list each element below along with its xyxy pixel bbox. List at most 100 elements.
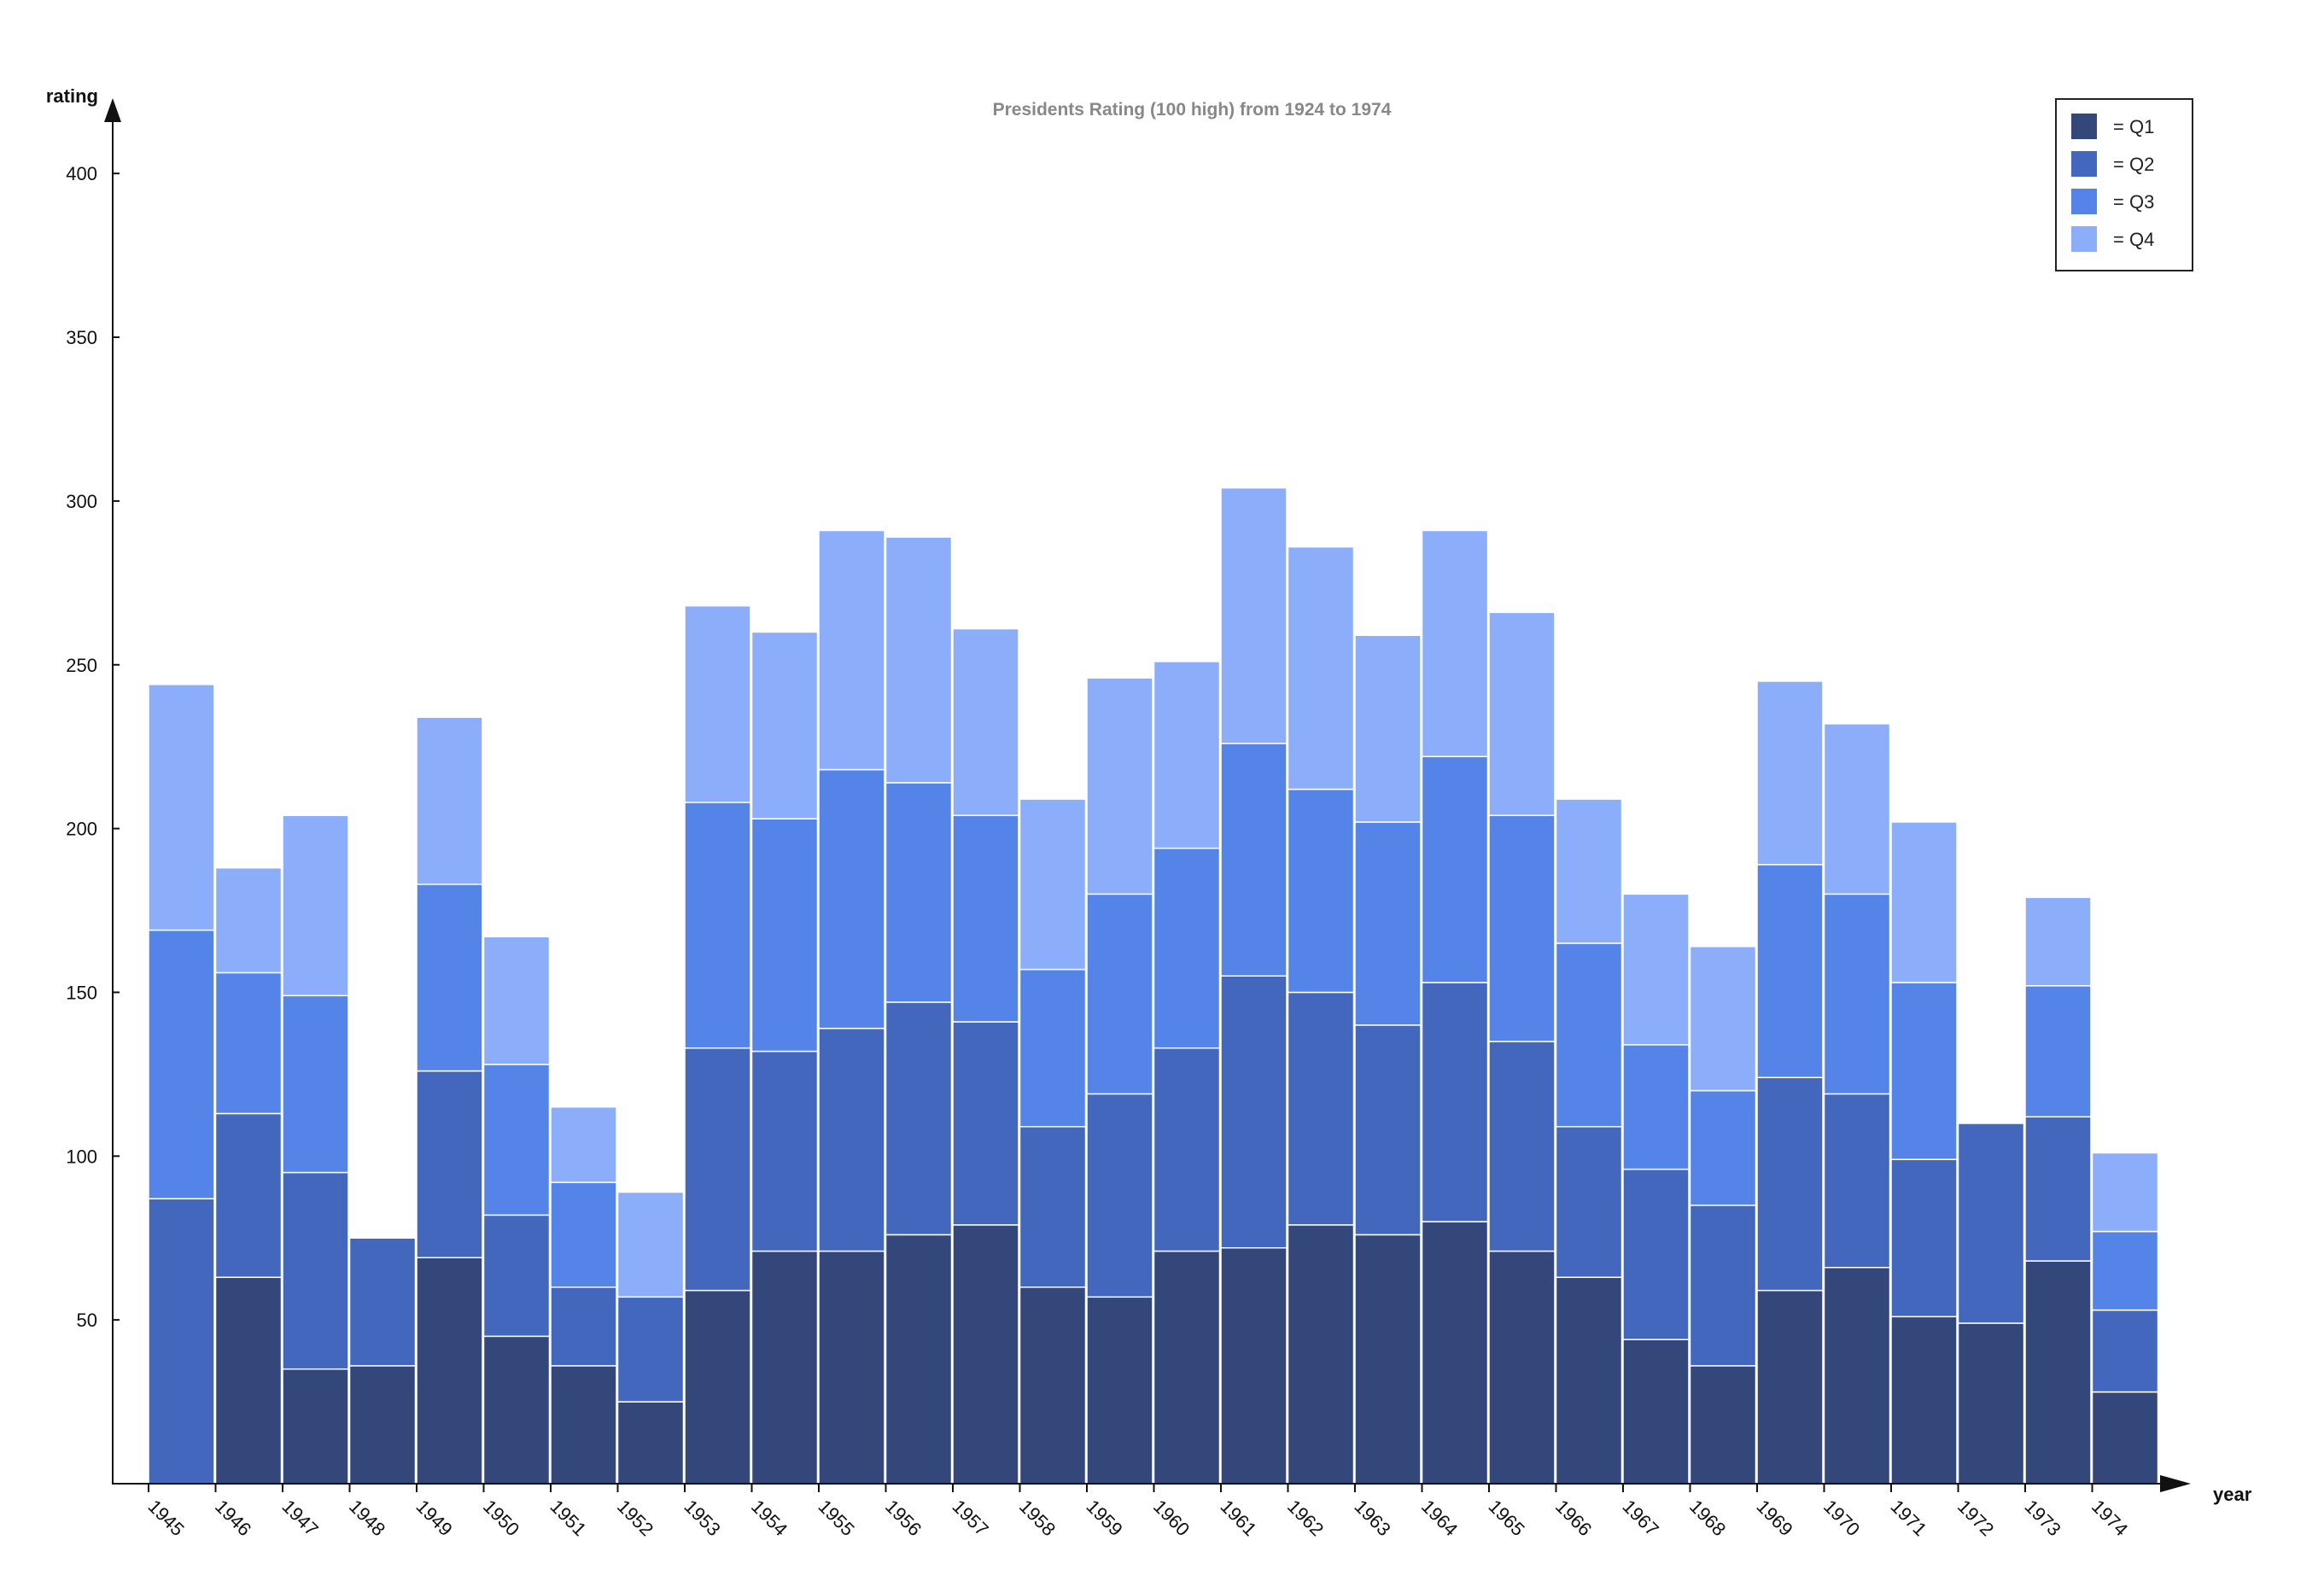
bar-1952-q2 <box>616 1296 685 1403</box>
bar-1948-q1 <box>348 1365 417 1485</box>
bar-1972-q2 <box>1957 1123 2025 1324</box>
y-tick-label: 150 <box>66 982 97 1003</box>
x-axis-arrow-icon <box>2160 1475 2191 1492</box>
bar-1970-q2 <box>1823 1093 1891 1269</box>
x-tick-label: 1946 <box>211 1496 255 1540</box>
bar-1956-q4 <box>885 536 953 784</box>
bar-1959-q4 <box>1086 677 1153 896</box>
y-tick-label: 350 <box>66 327 97 348</box>
x-tick-label: 1963 <box>1350 1496 1394 1540</box>
x-tick-label: 1974 <box>2088 1496 2132 1540</box>
bar-1950-q1 <box>482 1335 551 1485</box>
bar-1967-q4 <box>1622 893 1690 1046</box>
bar-1955-q3 <box>818 768 885 1030</box>
legend-label-q2: = Q2 <box>2113 154 2154 175</box>
bar-1974-q4 <box>2091 1152 2159 1233</box>
y-ticks: 50 100 150 200 250 300 350 400 <box>66 163 120 1331</box>
bar-1947-q1 <box>282 1368 349 1485</box>
bar-1971-q2 <box>1890 1158 1958 1318</box>
bar-1969-q1 <box>1756 1289 1824 1485</box>
bar-1970-q1 <box>1823 1267 1891 1485</box>
bar-1961-q3 <box>1220 743 1288 977</box>
bar-1945-q4 <box>148 684 215 931</box>
legend-swatch-q1 <box>2071 114 2097 139</box>
x-tick-label: 1956 <box>881 1496 926 1540</box>
y-axis-arrow-icon <box>104 98 121 122</box>
bar-1962-q4 <box>1287 545 1355 790</box>
bar-1946-q3 <box>214 971 283 1115</box>
bar-1958-q3 <box>1019 968 1087 1128</box>
bar-1963-q1 <box>1354 1234 1422 1485</box>
bar-1968-q1 <box>1689 1365 1757 1485</box>
legend-swatch-q4 <box>2071 226 2097 252</box>
bar-1966-q3 <box>1555 942 1623 1128</box>
y-tick-label: 50 <box>77 1310 97 1331</box>
x-tick-label: 1962 <box>1283 1496 1328 1540</box>
bar-1952-q1 <box>616 1401 685 1485</box>
x-tick-label: 1966 <box>1551 1496 1596 1540</box>
x-tick-label: 1948 <box>345 1496 389 1540</box>
bar-1960-q2 <box>1153 1047 1221 1252</box>
bar-1954-q1 <box>750 1250 819 1485</box>
bar-1971-q3 <box>1890 982 1958 1160</box>
x-tick-label: 1971 <box>1886 1496 1930 1540</box>
bar-1950-q4 <box>482 936 551 1065</box>
bar-1965-q4 <box>1488 611 1556 817</box>
bar-1959-q2 <box>1086 1093 1153 1298</box>
bar-1958-q2 <box>1019 1126 1087 1288</box>
bar-1966-q1 <box>1555 1276 1623 1485</box>
bar-1962-q1 <box>1287 1224 1355 1485</box>
x-tick-label: 1957 <box>948 1496 992 1540</box>
bar-1951-q3 <box>550 1181 617 1288</box>
bar-1970-q3 <box>1823 893 1891 1095</box>
bar-1964-q3 <box>1421 755 1489 983</box>
x-tick-label: 1970 <box>1819 1496 1864 1540</box>
bar-1950-q3 <box>482 1064 551 1216</box>
bar-1967-q3 <box>1622 1044 1690 1170</box>
bar-1949-q1 <box>416 1257 483 1485</box>
bar-1964-q1 <box>1421 1221 1489 1485</box>
bar-1968-q4 <box>1689 945 1757 1092</box>
bar-1948-q2 <box>348 1237 417 1367</box>
bar-1955-q1 <box>818 1250 885 1485</box>
bar-1961-q4 <box>1220 487 1288 744</box>
bar-1965-q3 <box>1488 814 1556 1042</box>
bar-1953-q1 <box>684 1289 751 1485</box>
x-tick-label: 1967 <box>1618 1496 1662 1540</box>
x-tick-label: 1965 <box>1484 1496 1528 1540</box>
legend-swatch-q3 <box>2071 189 2097 214</box>
x-ticks: 1945 1946 1947 1948 1949 1950 1951 1952 1953 1954… <box>143 1484 2132 1540</box>
x-tick-label: 1968 <box>1685 1496 1730 1540</box>
bar-1949-q3 <box>416 884 483 1072</box>
bar-1949-q4 <box>416 716 483 885</box>
bar-1952-q4 <box>616 1191 685 1298</box>
x-tick-label: 1950 <box>479 1496 523 1540</box>
x-tick-label: 1960 <box>1149 1496 1194 1540</box>
bar-1946-q2 <box>214 1112 283 1279</box>
y-tick-label: 250 <box>66 655 97 676</box>
x-tick-label: 1945 <box>143 1496 188 1540</box>
bar-1950-q2 <box>482 1214 551 1338</box>
bar-1955-q2 <box>818 1027 885 1252</box>
y-tick-label: 300 <box>66 491 97 512</box>
bar-1967-q1 <box>1622 1339 1690 1485</box>
bar-1962-q3 <box>1287 788 1355 994</box>
bar-1945-q3 <box>148 929 215 1199</box>
bar-1953-q4 <box>684 604 751 803</box>
bar-1954-q4 <box>750 631 819 820</box>
bar-1954-q3 <box>750 818 819 1053</box>
bars-layer <box>148 487 2159 1485</box>
x-tick-label: 1953 <box>680 1496 724 1540</box>
y-tick-label: 200 <box>66 819 97 840</box>
legend: = Q1 = Q2 = Q3 = Q4 <box>2055 98 2193 271</box>
bar-1963-q3 <box>1354 821 1422 1026</box>
bar-1974-q3 <box>2091 1230 2159 1311</box>
bar-1960-q3 <box>1153 847 1221 1049</box>
x-tick-label: 1949 <box>412 1496 456 1540</box>
chart-title: Presidents Rating (100 high) from 1924 t… <box>993 100 1392 120</box>
x-tick-label: 1954 <box>747 1496 791 1540</box>
bar-1956-q3 <box>885 782 953 1003</box>
legend-swatch-q2 <box>2071 151 2097 177</box>
bar-1947-q3 <box>282 995 349 1174</box>
